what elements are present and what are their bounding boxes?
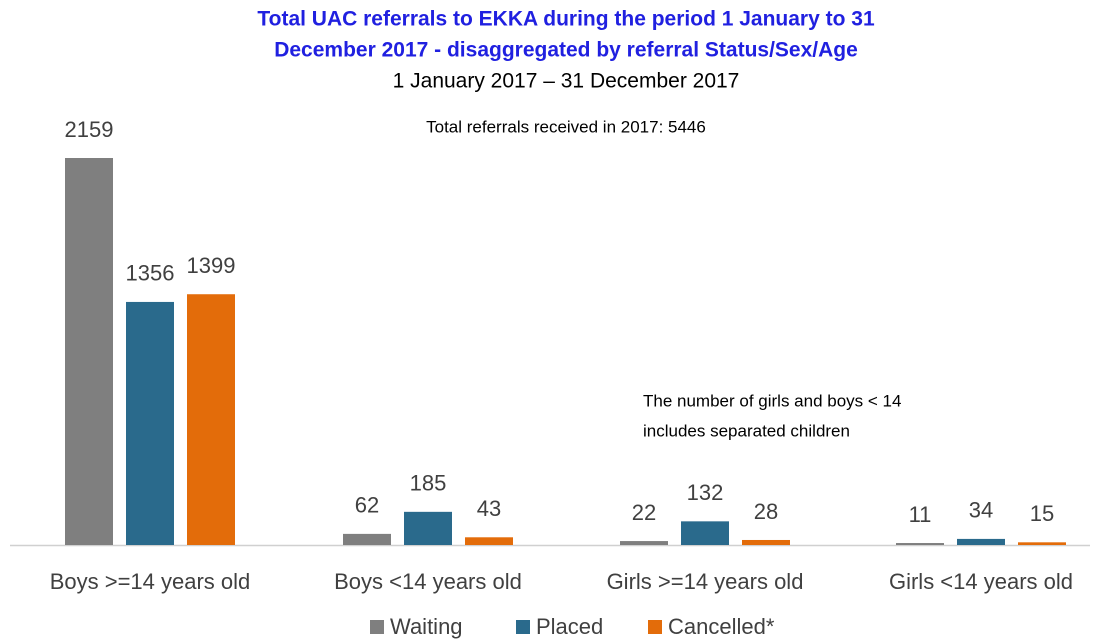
chart-title: Total UAC referrals to EKKA during the p… xyxy=(257,8,875,31)
chart-title: December 2017 - disaggregated by referra… xyxy=(274,39,858,62)
data-label: 132 xyxy=(687,480,724,505)
bar xyxy=(187,294,235,545)
annotation: The number of girls and boys < 14 xyxy=(643,391,901,410)
legend-swatch xyxy=(648,620,662,634)
bar xyxy=(404,511,452,545)
bar xyxy=(681,521,729,545)
bar xyxy=(126,301,174,545)
chart-subtitle: 1 January 2017 – 31 December 2017 xyxy=(393,70,740,93)
bar xyxy=(620,541,668,545)
x-tick-label: Girls >=14 years old xyxy=(607,569,804,594)
bar xyxy=(343,533,391,545)
data-label: 185 xyxy=(410,471,447,496)
data-label: 11 xyxy=(909,502,932,527)
data-label: 15 xyxy=(1030,501,1054,526)
data-label: 22 xyxy=(632,500,656,525)
annotation: includes separated children xyxy=(643,421,850,440)
bar xyxy=(1018,542,1066,545)
data-label: 2159 xyxy=(65,117,114,142)
x-tick-label: Boys <14 years old xyxy=(334,569,522,594)
legend-swatch xyxy=(370,620,384,634)
bar xyxy=(742,539,790,545)
bar xyxy=(957,538,1005,545)
data-label: 34 xyxy=(969,498,993,523)
data-label: 43 xyxy=(477,496,501,521)
annotation: Total referrals received in 2017: 5446 xyxy=(426,117,706,136)
legend-label: Waiting xyxy=(390,614,463,639)
bar xyxy=(896,543,944,545)
bar xyxy=(65,158,113,545)
data-label: 1356 xyxy=(126,261,175,286)
data-label: 1399 xyxy=(187,253,236,278)
x-tick-label: Boys >=14 years old xyxy=(50,569,251,594)
x-tick-label: Girls <14 years old xyxy=(889,569,1073,594)
data-label: 28 xyxy=(754,499,778,524)
legend-label: Placed xyxy=(536,614,603,639)
bar xyxy=(465,537,513,545)
legend-swatch xyxy=(516,620,530,634)
data-label: 62 xyxy=(355,493,379,518)
legend-label: Cancelled* xyxy=(668,614,775,639)
